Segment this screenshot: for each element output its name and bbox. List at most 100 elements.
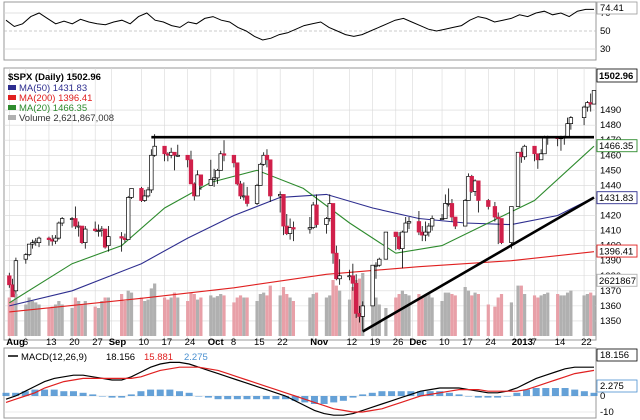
candle-body — [307, 227, 313, 230]
volume-bar — [423, 295, 428, 336]
volume-bar — [258, 294, 262, 336]
candle — [36, 236, 42, 248]
volume-bar — [556, 294, 560, 336]
candle-body — [453, 216, 458, 227]
candle-body — [60, 218, 65, 224]
volume-bar — [311, 294, 315, 336]
candle — [119, 232, 124, 252]
volume-bar — [288, 297, 292, 336]
volume-bar — [569, 290, 573, 336]
macd-histogram-bar — [79, 392, 87, 396]
volume-bar — [106, 297, 111, 336]
candle-body — [591, 90, 597, 105]
candle — [406, 217, 412, 230]
volume-bar — [70, 308, 74, 336]
volume-bar — [96, 308, 101, 336]
volume-bar — [212, 297, 216, 336]
volume-bar — [215, 296, 220, 336]
volume-bar — [73, 297, 77, 336]
candle-body — [400, 231, 405, 250]
candle — [426, 223, 431, 237]
macd-histogram-bar — [551, 388, 559, 396]
candle — [188, 150, 194, 185]
candle — [492, 201, 498, 222]
volume-bar — [209, 295, 213, 336]
volume-bar — [57, 301, 61, 336]
volume-bar — [516, 285, 520, 336]
candle — [96, 224, 101, 237]
candle — [149, 149, 154, 193]
volume-bar — [559, 295, 563, 336]
macd-histogram-bar — [243, 396, 251, 400]
volume-bar — [24, 304, 28, 336]
macd-histogram-bar — [310, 396, 318, 404]
macd-histogram-bar — [204, 396, 212, 398]
macd-flag-2: 2.275 — [596, 379, 638, 393]
volume-bar — [523, 294, 527, 336]
candle — [585, 101, 590, 112]
candle — [145, 186, 151, 198]
macd-histogram-bar — [388, 391, 396, 396]
candle-body — [96, 230, 101, 232]
value-flag: 1466.35 — [596, 139, 638, 152]
rsi-tick-label: 30 — [600, 44, 611, 55]
candle-body — [314, 204, 319, 225]
candle — [264, 149, 270, 168]
candle-body — [30, 242, 35, 245]
candle-body — [129, 188, 134, 198]
volume-bar — [450, 294, 454, 336]
candle — [453, 216, 458, 230]
volume-bar — [371, 294, 375, 336]
volume-bar — [394, 297, 398, 336]
candle-body — [7, 275, 12, 286]
volume-bar — [80, 304, 84, 336]
price-tick-label: 1450 — [600, 165, 621, 176]
candle — [449, 198, 455, 222]
macd-histogram-bar — [465, 396, 473, 397]
last-price-flag: 1502.96 — [596, 68, 638, 83]
candle-body — [542, 136, 547, 155]
volume-bar — [139, 297, 144, 336]
candle — [281, 194, 286, 236]
legend-label: MA(50) 1431.83 — [19, 83, 87, 94]
legend-label: Volume 2,621,867,008 — [19, 113, 114, 124]
volume-bar — [278, 295, 282, 336]
macd-panel: 0 -10 MACD(12,26,9) 18.156 15.881 2.275 1… — [2, 347, 638, 419]
price-panel: 1490148014701460145014401430142014101400… — [3, 67, 638, 348]
candle-body — [334, 252, 339, 280]
volume-bar — [222, 295, 226, 336]
candle — [291, 221, 296, 242]
candle — [334, 245, 339, 281]
macd-tick-label: 0 — [600, 391, 605, 402]
candle-body — [499, 218, 504, 243]
candle-body — [443, 203, 448, 219]
legend-swatch — [8, 115, 16, 120]
volume-bar — [27, 297, 31, 336]
candle-body — [522, 145, 527, 158]
volume-bar — [53, 304, 58, 336]
price-tick-label: 1440 — [600, 180, 621, 191]
candle — [231, 154, 237, 168]
candle — [208, 159, 213, 186]
candle-body — [532, 145, 537, 155]
volume-bar — [565, 292, 570, 336]
candle-body — [56, 222, 62, 239]
volume-bar — [186, 301, 190, 336]
volume-bar — [166, 299, 170, 336]
date-tick-label: 12 — [347, 337, 358, 348]
candle-body — [264, 154, 270, 161]
volume-bar — [100, 301, 104, 336]
candle-body — [373, 264, 379, 267]
candle — [126, 195, 131, 240]
volume-bar — [470, 295, 474, 336]
legend-swatch — [8, 105, 16, 110]
volume-bar — [245, 297, 249, 336]
macd-histogram-bar — [330, 396, 338, 403]
candle — [538, 149, 544, 161]
volume-bar — [11, 301, 15, 336]
macd-histogram-bar — [580, 391, 588, 396]
volume-bar — [169, 297, 173, 336]
rsi-panel: 705030 74.41 — [3, 1, 638, 61]
candle — [53, 235, 58, 245]
volume-bar — [334, 285, 338, 336]
